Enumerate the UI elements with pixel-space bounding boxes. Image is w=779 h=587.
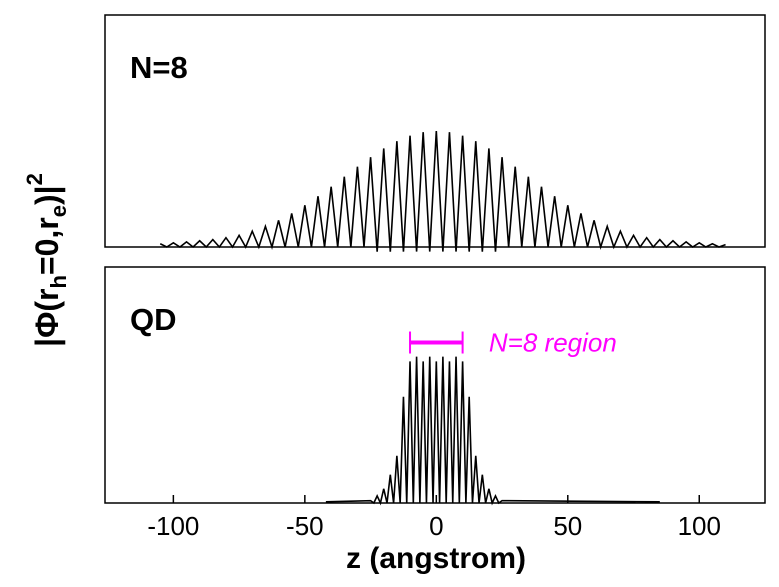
region-label: N=8 region — [489, 327, 617, 357]
panel-label: QD — [130, 302, 177, 337]
x-tick-label: 50 — [553, 511, 582, 541]
x-tick-label: -50 — [286, 511, 324, 541]
plot-frame — [104, 266, 766, 504]
plot-frame — [104, 14, 766, 248]
y-label-part: =0,r — [29, 217, 65, 275]
data-line — [325, 356, 660, 506]
y-axis-label: |Φ(rh=0,re)|2 — [22, 173, 71, 347]
y-label-part: |Φ(r — [29, 289, 65, 347]
x-tick-label: 0 — [429, 511, 443, 541]
y-label-part: )| — [29, 185, 65, 205]
y-label-sup: 2 — [22, 173, 47, 185]
x-tick-label: -100 — [147, 511, 199, 541]
x-tick-label: 100 — [678, 511, 721, 541]
x-axis-label: z (angstrom) — [346, 542, 526, 575]
data-line — [159, 130, 726, 252]
y-label-sub: e — [46, 205, 71, 217]
panel-label: N=8 — [130, 50, 188, 85]
y-label-sub: h — [46, 275, 71, 288]
